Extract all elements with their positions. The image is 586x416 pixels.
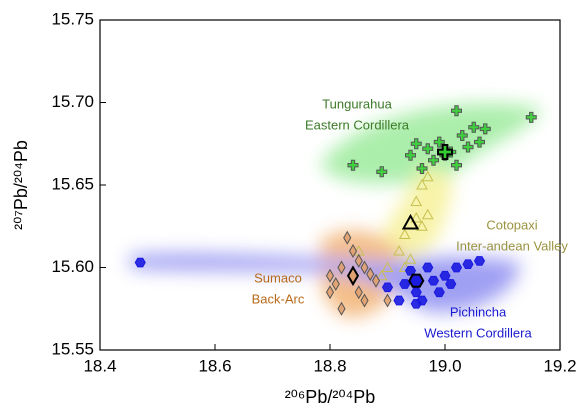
data-point (416, 220, 428, 231)
x-axis-label: ²⁰⁶Pb/²⁰⁴Pb (285, 387, 376, 407)
data-point (445, 279, 457, 289)
x-tick-label: 18.8 (313, 356, 346, 375)
data-point (410, 138, 422, 150)
data-point (433, 287, 445, 298)
series-annotation: Back-Arc (252, 291, 305, 306)
data-point (439, 270, 451, 281)
data-point (450, 262, 463, 273)
data-point (421, 208, 434, 220)
series-annotation: Western Cordillera (424, 325, 532, 340)
series-annotation: Pichincha (450, 304, 507, 319)
data-point (421, 170, 434, 182)
data-point (405, 149, 416, 161)
data-point (410, 298, 422, 309)
data-point (462, 141, 474, 153)
x-tick-label: 19.2 (543, 356, 576, 375)
mean-point (408, 273, 425, 288)
y-axis-label: ²⁰⁷Pb/²⁰⁴Pb (11, 140, 31, 230)
y-tick-label: 15.75 (51, 9, 94, 28)
data-point (360, 260, 369, 275)
data-point (381, 261, 394, 272)
data-point (456, 130, 468, 141)
y-tick-label: 15.65 (51, 174, 94, 193)
data-point (331, 277, 340, 291)
data-point (383, 293, 392, 308)
series-annotation: Tungurahua (322, 96, 392, 111)
x-tick-label: 18.6 (198, 356, 231, 375)
data-point (375, 269, 388, 281)
data-point (422, 262, 434, 273)
y-tick-label: 15.70 (51, 92, 94, 111)
y-tick-label: 15.60 (51, 257, 94, 276)
data-point (381, 282, 394, 293)
data-point (410, 211, 423, 223)
series-annotation: Sumaco (254, 270, 302, 285)
mean-point (346, 265, 360, 287)
data-point (474, 136, 485, 148)
x-tick-label: 19.0 (428, 356, 461, 375)
data-point (360, 293, 369, 308)
data-point (416, 178, 428, 190)
series-annotation: Cotopaxi (486, 217, 537, 232)
data-point (525, 111, 537, 123)
data-point (376, 166, 388, 178)
data-point (410, 195, 423, 206)
data-point (410, 287, 422, 298)
series-annotation: Eastern Cordillera (305, 117, 410, 132)
y-tick-label: 15.55 (51, 339, 94, 358)
data-point (337, 260, 346, 275)
data-point (325, 268, 335, 283)
data-point (468, 121, 480, 133)
data-point (398, 228, 411, 239)
data-point (399, 279, 411, 289)
data-point (354, 253, 363, 268)
data-point (473, 256, 486, 266)
data-point (343, 230, 352, 245)
data-point (348, 244, 358, 258)
data-point (393, 295, 405, 306)
data-point (325, 285, 335, 300)
mean-point (401, 213, 420, 230)
data-point (337, 301, 346, 316)
data-point (416, 163, 428, 174)
data-point (428, 154, 439, 166)
data-point (347, 159, 359, 171)
data-point (393, 244, 405, 256)
data-point (134, 257, 146, 268)
data-point (404, 253, 417, 264)
data-point (427, 275, 440, 286)
data-point (451, 159, 462, 171)
data-point (479, 123, 491, 135)
data-point (366, 267, 375, 282)
data-point (462, 259, 474, 270)
data-point (354, 285, 363, 300)
data-point (371, 273, 381, 288)
mean-point (437, 144, 453, 160)
series-annotation: Inter-andean Valley (456, 238, 568, 253)
data-point (422, 143, 434, 155)
x-tick-label: 18.4 (83, 356, 116, 375)
data-point (433, 136, 445, 148)
data-point (451, 105, 462, 117)
